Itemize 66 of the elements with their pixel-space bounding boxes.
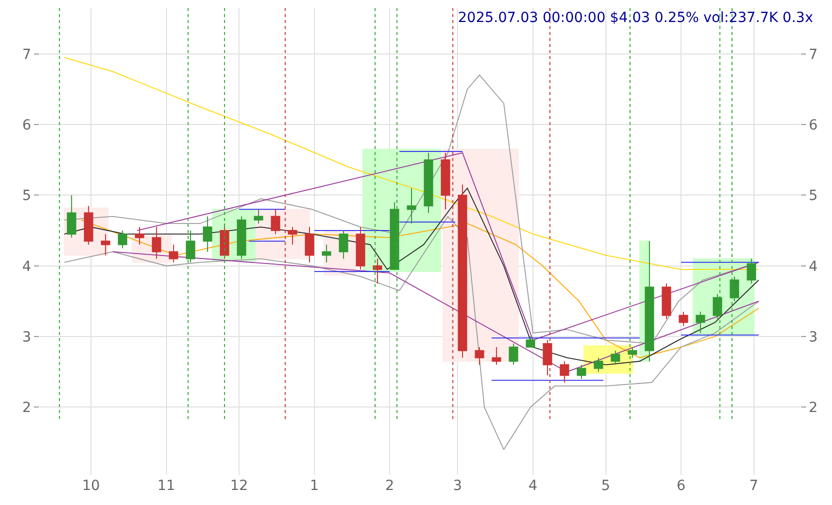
- line-series: [64, 216, 760, 450]
- candlestick: [202, 216, 212, 252]
- candlestick: [508, 343, 518, 366]
- candlestick: [440, 152, 450, 210]
- candlestick: [390, 202, 400, 270]
- candlestick: [186, 230, 196, 263]
- candlestick: [118, 230, 128, 249]
- candlestick: [304, 226, 314, 263]
- y2-tick-label: 7: [808, 46, 818, 63]
- candlestick: [236, 216, 246, 260]
- candlestick: [730, 276, 740, 302]
- candlestick: [406, 188, 416, 224]
- x-tick-label: 12: [230, 478, 248, 494]
- x-tick-label: 11: [157, 478, 176, 494]
- x-tick-label: 3: [453, 478, 462, 494]
- x-tick-label: 7: [749, 478, 758, 494]
- line-series: [64, 57, 760, 270]
- y-tick-label: 2: [22, 400, 32, 416]
- candlestick: [610, 350, 620, 366]
- x-tick-label: 1: [310, 478, 319, 494]
- candlestick: [338, 230, 348, 260]
- y-tick-label: 4: [22, 258, 32, 275]
- candlestick: [678, 311, 688, 326]
- candlestick: [696, 311, 706, 334]
- candlestick: [474, 346, 484, 366]
- candlestick: [712, 294, 722, 320]
- annotation: 2025.07.03 00:00:00 $4.03 0.25% vol:237.7K 0.3x: [458, 10, 814, 26]
- candlestick: [576, 364, 586, 380]
- candlestick: [746, 258, 756, 284]
- candlestick: [356, 226, 366, 270]
- x-tick-label: 5: [601, 478, 610, 494]
- y2-tick-label: 5: [808, 188, 818, 204]
- candlestick: [594, 357, 604, 372]
- x-tick-label: 6: [676, 478, 686, 494]
- candlestick: [168, 244, 178, 263]
- x-tick-label: 10: [82, 478, 100, 494]
- candlestick: [322, 244, 332, 263]
- y-tick-label: 5: [22, 188, 32, 204]
- candlestick: [152, 226, 162, 260]
- y2-tick-label: 4: [808, 258, 818, 275]
- line-series: [64, 188, 760, 366]
- candlestick: [526, 336, 536, 348]
- y2-tick-label: 2: [808, 400, 818, 416]
- line-series: [112, 251, 760, 372]
- candlestick: [100, 234, 110, 256]
- y-tick-label: 7: [22, 46, 32, 63]
- candlestick: [254, 208, 264, 224]
- candlestick: [134, 226, 144, 246]
- y2-tick-label: 6: [808, 117, 818, 134]
- candlestick: [66, 194, 76, 238]
- candlestick: [84, 205, 94, 246]
- line-series: [136, 152, 760, 341]
- candlestick: [662, 283, 672, 320]
- x-tick-label: 2: [385, 478, 394, 494]
- candlestick: [424, 152, 434, 214]
- candlestick: [372, 258, 382, 284]
- candlestick: [458, 184, 468, 358]
- y-tick-label: 3: [22, 329, 32, 346]
- x-tick-label: 4: [528, 478, 538, 494]
- y-tick-label: 6: [22, 117, 32, 134]
- candlestick: [560, 360, 570, 383]
- y2-tick-label: 3: [808, 329, 818, 346]
- candlestick: [288, 226, 298, 246]
- candlestick: [220, 222, 230, 260]
- candlestick: [492, 346, 502, 366]
- candlestick: [270, 208, 280, 235]
